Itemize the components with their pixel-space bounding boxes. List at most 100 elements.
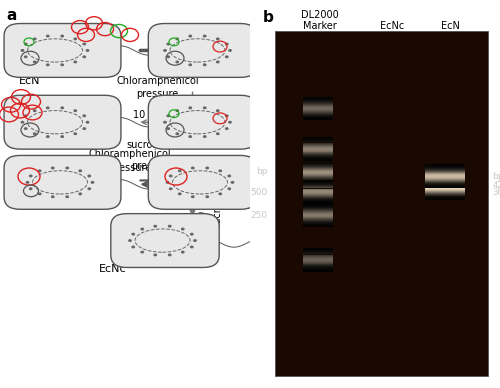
Bar <box>302 187 332 188</box>
Bar <box>302 252 332 253</box>
Bar <box>302 267 332 268</box>
Bar <box>425 188 465 189</box>
Circle shape <box>24 127 28 130</box>
Circle shape <box>218 192 222 196</box>
Bar <box>302 225 332 226</box>
Bar <box>302 257 332 258</box>
Bar <box>425 187 465 188</box>
Bar <box>302 181 332 182</box>
Bar <box>302 112 332 113</box>
Bar <box>302 196 332 197</box>
Bar <box>302 174 332 175</box>
Bar <box>302 200 332 201</box>
Circle shape <box>169 175 172 177</box>
Bar <box>425 182 465 183</box>
Bar <box>302 142 332 143</box>
Bar <box>275 31 488 376</box>
Bar <box>302 203 332 204</box>
Bar <box>425 176 465 177</box>
Bar <box>302 176 332 177</box>
Circle shape <box>86 49 89 52</box>
Bar <box>425 185 465 186</box>
Bar <box>302 169 332 170</box>
Bar <box>302 110 332 111</box>
Circle shape <box>176 132 179 135</box>
Bar <box>302 221 332 222</box>
Bar <box>302 268 332 269</box>
Bar <box>302 271 332 272</box>
Bar <box>425 171 465 172</box>
Bar <box>302 160 332 161</box>
Circle shape <box>60 63 64 66</box>
FancyBboxPatch shape <box>4 24 121 77</box>
Circle shape <box>82 43 86 45</box>
Bar <box>302 180 332 181</box>
Bar <box>302 104 332 105</box>
Circle shape <box>24 114 28 117</box>
Bar <box>302 164 332 165</box>
Circle shape <box>33 132 36 135</box>
Circle shape <box>166 127 170 130</box>
Circle shape <box>128 239 132 242</box>
Circle shape <box>154 253 157 256</box>
Bar <box>302 224 332 225</box>
Bar <box>302 163 332 164</box>
Bar <box>425 179 465 180</box>
Circle shape <box>188 135 192 138</box>
Circle shape <box>225 43 228 45</box>
Text: bp: bp <box>256 167 268 176</box>
Circle shape <box>163 121 167 124</box>
Bar <box>302 153 332 154</box>
Bar <box>302 156 332 157</box>
Circle shape <box>203 35 206 38</box>
Bar <box>425 197 465 198</box>
Circle shape <box>168 253 172 256</box>
Circle shape <box>60 106 64 109</box>
Bar <box>302 182 332 183</box>
Text: DL2000: DL2000 <box>301 10 339 20</box>
Bar <box>425 176 465 177</box>
Circle shape <box>203 106 206 109</box>
Circle shape <box>191 195 194 198</box>
Circle shape <box>86 121 89 124</box>
Circle shape <box>193 239 197 242</box>
Circle shape <box>178 169 182 172</box>
Bar <box>302 178 332 179</box>
Text: sucrose: sucrose <box>126 140 164 150</box>
Bar <box>425 191 465 192</box>
Text: sucrose: sucrose <box>212 191 222 228</box>
Bar <box>302 145 332 146</box>
Circle shape <box>20 49 24 52</box>
Bar <box>425 181 465 182</box>
Bar <box>302 158 332 159</box>
Bar <box>302 263 332 264</box>
Circle shape <box>46 106 50 109</box>
FancyBboxPatch shape <box>4 95 121 149</box>
Bar <box>302 215 332 216</box>
Circle shape <box>82 55 86 58</box>
Bar <box>302 137 332 138</box>
Circle shape <box>206 195 209 198</box>
Bar <box>425 172 465 173</box>
Bar <box>302 211 332 212</box>
Text: 500: 500 <box>250 187 268 197</box>
Bar <box>425 177 465 178</box>
Circle shape <box>216 132 220 135</box>
Circle shape <box>176 61 179 64</box>
Bar <box>425 173 465 174</box>
Bar <box>302 108 332 109</box>
Bar <box>302 256 332 257</box>
FancyBboxPatch shape <box>4 156 121 209</box>
Bar <box>302 249 332 250</box>
Circle shape <box>88 187 91 190</box>
Bar <box>302 114 332 115</box>
Circle shape <box>188 63 192 66</box>
Circle shape <box>166 181 170 184</box>
Circle shape <box>181 227 184 230</box>
FancyBboxPatch shape <box>111 214 219 267</box>
Bar <box>302 179 332 180</box>
Bar <box>302 119 332 120</box>
Text: 429: 429 <box>492 181 500 190</box>
Bar <box>302 209 332 210</box>
Bar <box>425 170 465 171</box>
